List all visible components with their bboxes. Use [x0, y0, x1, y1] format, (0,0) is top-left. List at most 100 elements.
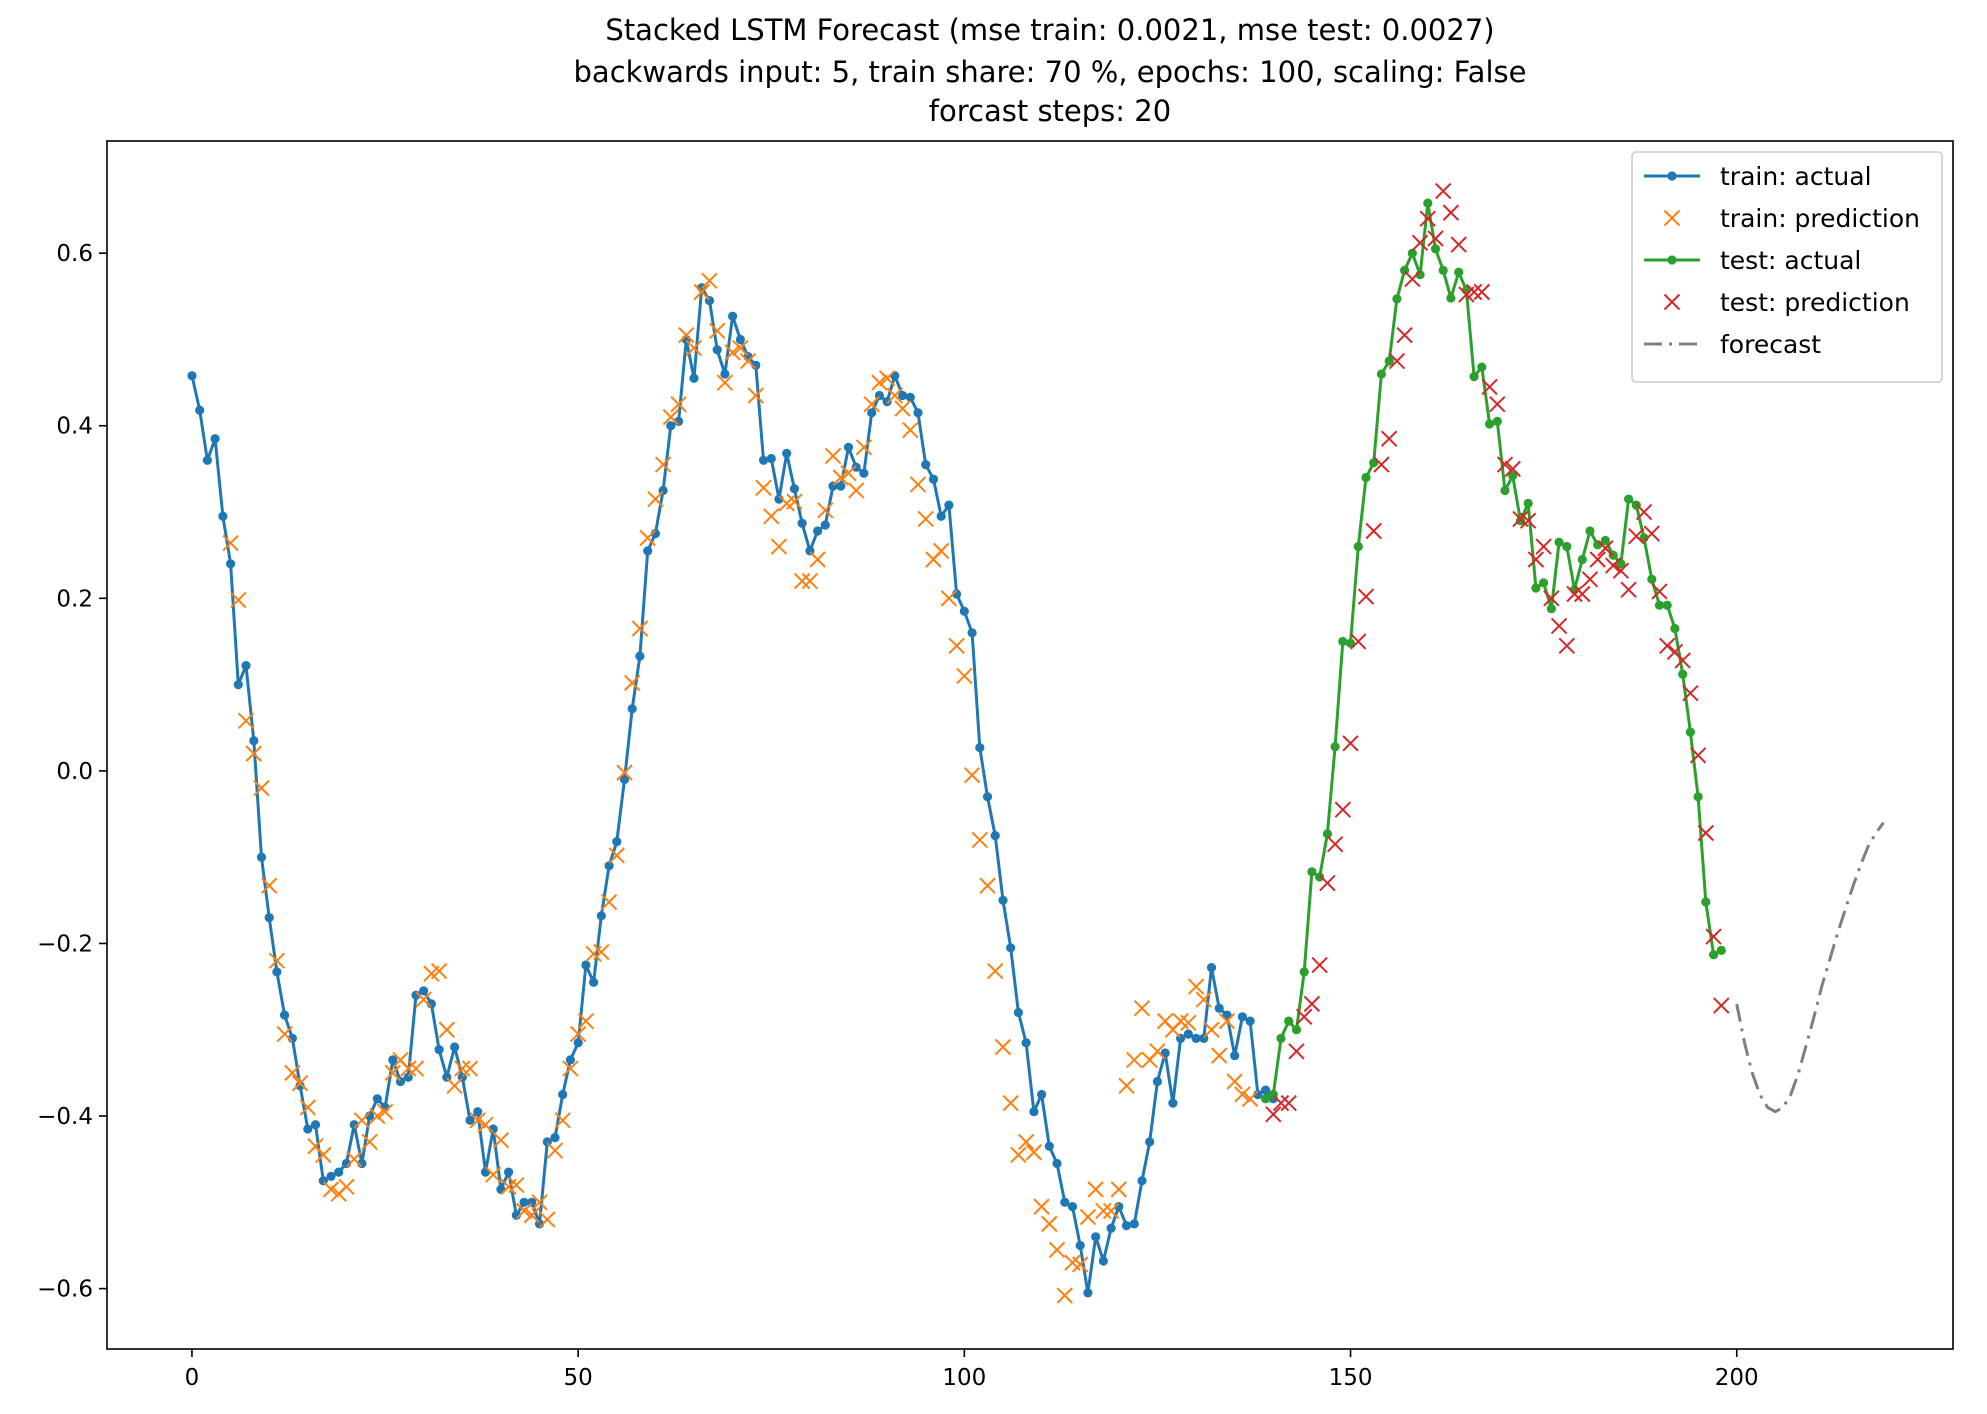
data-point-x [1496, 456, 1514, 473]
data-point-x [361, 1133, 378, 1151]
legend-entry: test: actual [1644, 246, 1861, 275]
data-point-x [940, 590, 958, 607]
data-point-x [508, 1176, 525, 1194]
data-point-x [1519, 512, 1537, 529]
title-line-3: forcast steps: 20 [929, 94, 1171, 128]
data-point-x [1411, 234, 1429, 252]
data-point-x [1481, 378, 1498, 396]
data-point [959, 606, 969, 616]
data-point-x [1574, 585, 1591, 603]
data-point-x [1334, 801, 1352, 818]
legend-entry: forecast [1644, 330, 1821, 359]
data-point [210, 434, 220, 444]
data-point-x [299, 1099, 317, 1116]
data-point-x [454, 1060, 471, 1077]
data-point-x [1612, 562, 1630, 579]
legend-x-icon [1663, 293, 1681, 311]
data-point [689, 373, 699, 383]
data-point [1021, 1038, 1031, 1048]
data-point [1137, 1176, 1147, 1186]
data-point-x [1187, 978, 1205, 995]
data-point [1654, 600, 1665, 610]
data-point [218, 511, 228, 521]
data-point [1562, 541, 1572, 552]
data-point [1075, 1240, 1085, 1251]
data-point [1322, 829, 1332, 839]
data-point [635, 651, 645, 661]
y-tick-label: 0.4 [56, 414, 93, 440]
data-point-x [871, 374, 888, 391]
data-point-x [245, 745, 262, 762]
data-point-x [1118, 1077, 1135, 1095]
data-point [1214, 1003, 1224, 1013]
legend-dot-icon [1667, 255, 1677, 265]
data-point-x [1682, 685, 1699, 702]
data-point [303, 1124, 313, 1134]
data-point-x [237, 712, 255, 730]
data-point [372, 1094, 382, 1104]
legend-label: test: actual [1720, 246, 1861, 275]
data-point [1284, 1016, 1294, 1026]
data-point-x [291, 1075, 309, 1092]
data-point-x [1288, 1043, 1305, 1060]
data-point-x [1689, 747, 1707, 764]
data-point-x [1326, 836, 1344, 853]
data-point-x [1380, 430, 1398, 447]
data-point-x [1126, 1051, 1143, 1069]
x-axis: 0 50 100 150 200 [185, 1349, 1759, 1391]
data-point [1121, 1221, 1132, 1231]
data-point [1508, 471, 1518, 481]
data-point [1330, 742, 1340, 752]
data-point [820, 520, 830, 530]
data-point [1531, 583, 1541, 593]
data-point [1376, 369, 1386, 379]
data-point-x [1504, 460, 1521, 478]
data-point [558, 1089, 568, 1100]
data-point-x [654, 456, 672, 473]
data-point-x [577, 1012, 595, 1030]
data-point-x [369, 1107, 386, 1125]
data-point-x [1241, 1090, 1259, 1107]
data-point [1291, 1025, 1302, 1035]
data-point [565, 1055, 576, 1065]
data-point [836, 481, 846, 491]
legend: train: actual train: prediction test: actu… [1631, 151, 1943, 383]
data-point-x [1095, 1202, 1112, 1220]
data-point-x [1535, 538, 1552, 555]
data-point [326, 1171, 336, 1181]
data-point [936, 511, 946, 521]
data-point-x [716, 374, 734, 391]
data-point-x [322, 1181, 340, 1198]
data-point [256, 852, 267, 862]
x-tick-label: 100 [942, 1365, 986, 1391]
data-point-x [979, 877, 996, 894]
data-point [272, 967, 282, 977]
y-axis: −0.6 −0.4 −0.2 0.0 0.2 0.4 0.6 [37, 241, 107, 1303]
data-point-x [1218, 1012, 1236, 1030]
data-point [666, 421, 676, 431]
data-point-x [438, 1021, 456, 1038]
data-point-x [956, 667, 973, 685]
data-point-x [1651, 583, 1668, 600]
data-point [1585, 526, 1595, 536]
data-point [766, 453, 776, 464]
data-point [1168, 1098, 1178, 1108]
data-point-x [1110, 1181, 1128, 1198]
data-point-x [693, 283, 710, 301]
data-point-x [817, 502, 834, 519]
data-point-x [1311, 956, 1328, 974]
data-point-x [1048, 1241, 1066, 1258]
data-point-x [1280, 1094, 1297, 1112]
data-point-x [539, 1211, 556, 1228]
data-point-x [855, 439, 873, 456]
data-point-x [1705, 928, 1722, 945]
data-point-x [1272, 1094, 1290, 1112]
data-point [921, 460, 931, 470]
data-point [1006, 943, 1016, 953]
data-point [1353, 541, 1363, 552]
data-point [967, 628, 977, 638]
data-point-x [1713, 997, 1730, 1014]
data-point-x [1543, 590, 1560, 607]
y-tick-label: −0.2 [37, 931, 93, 957]
